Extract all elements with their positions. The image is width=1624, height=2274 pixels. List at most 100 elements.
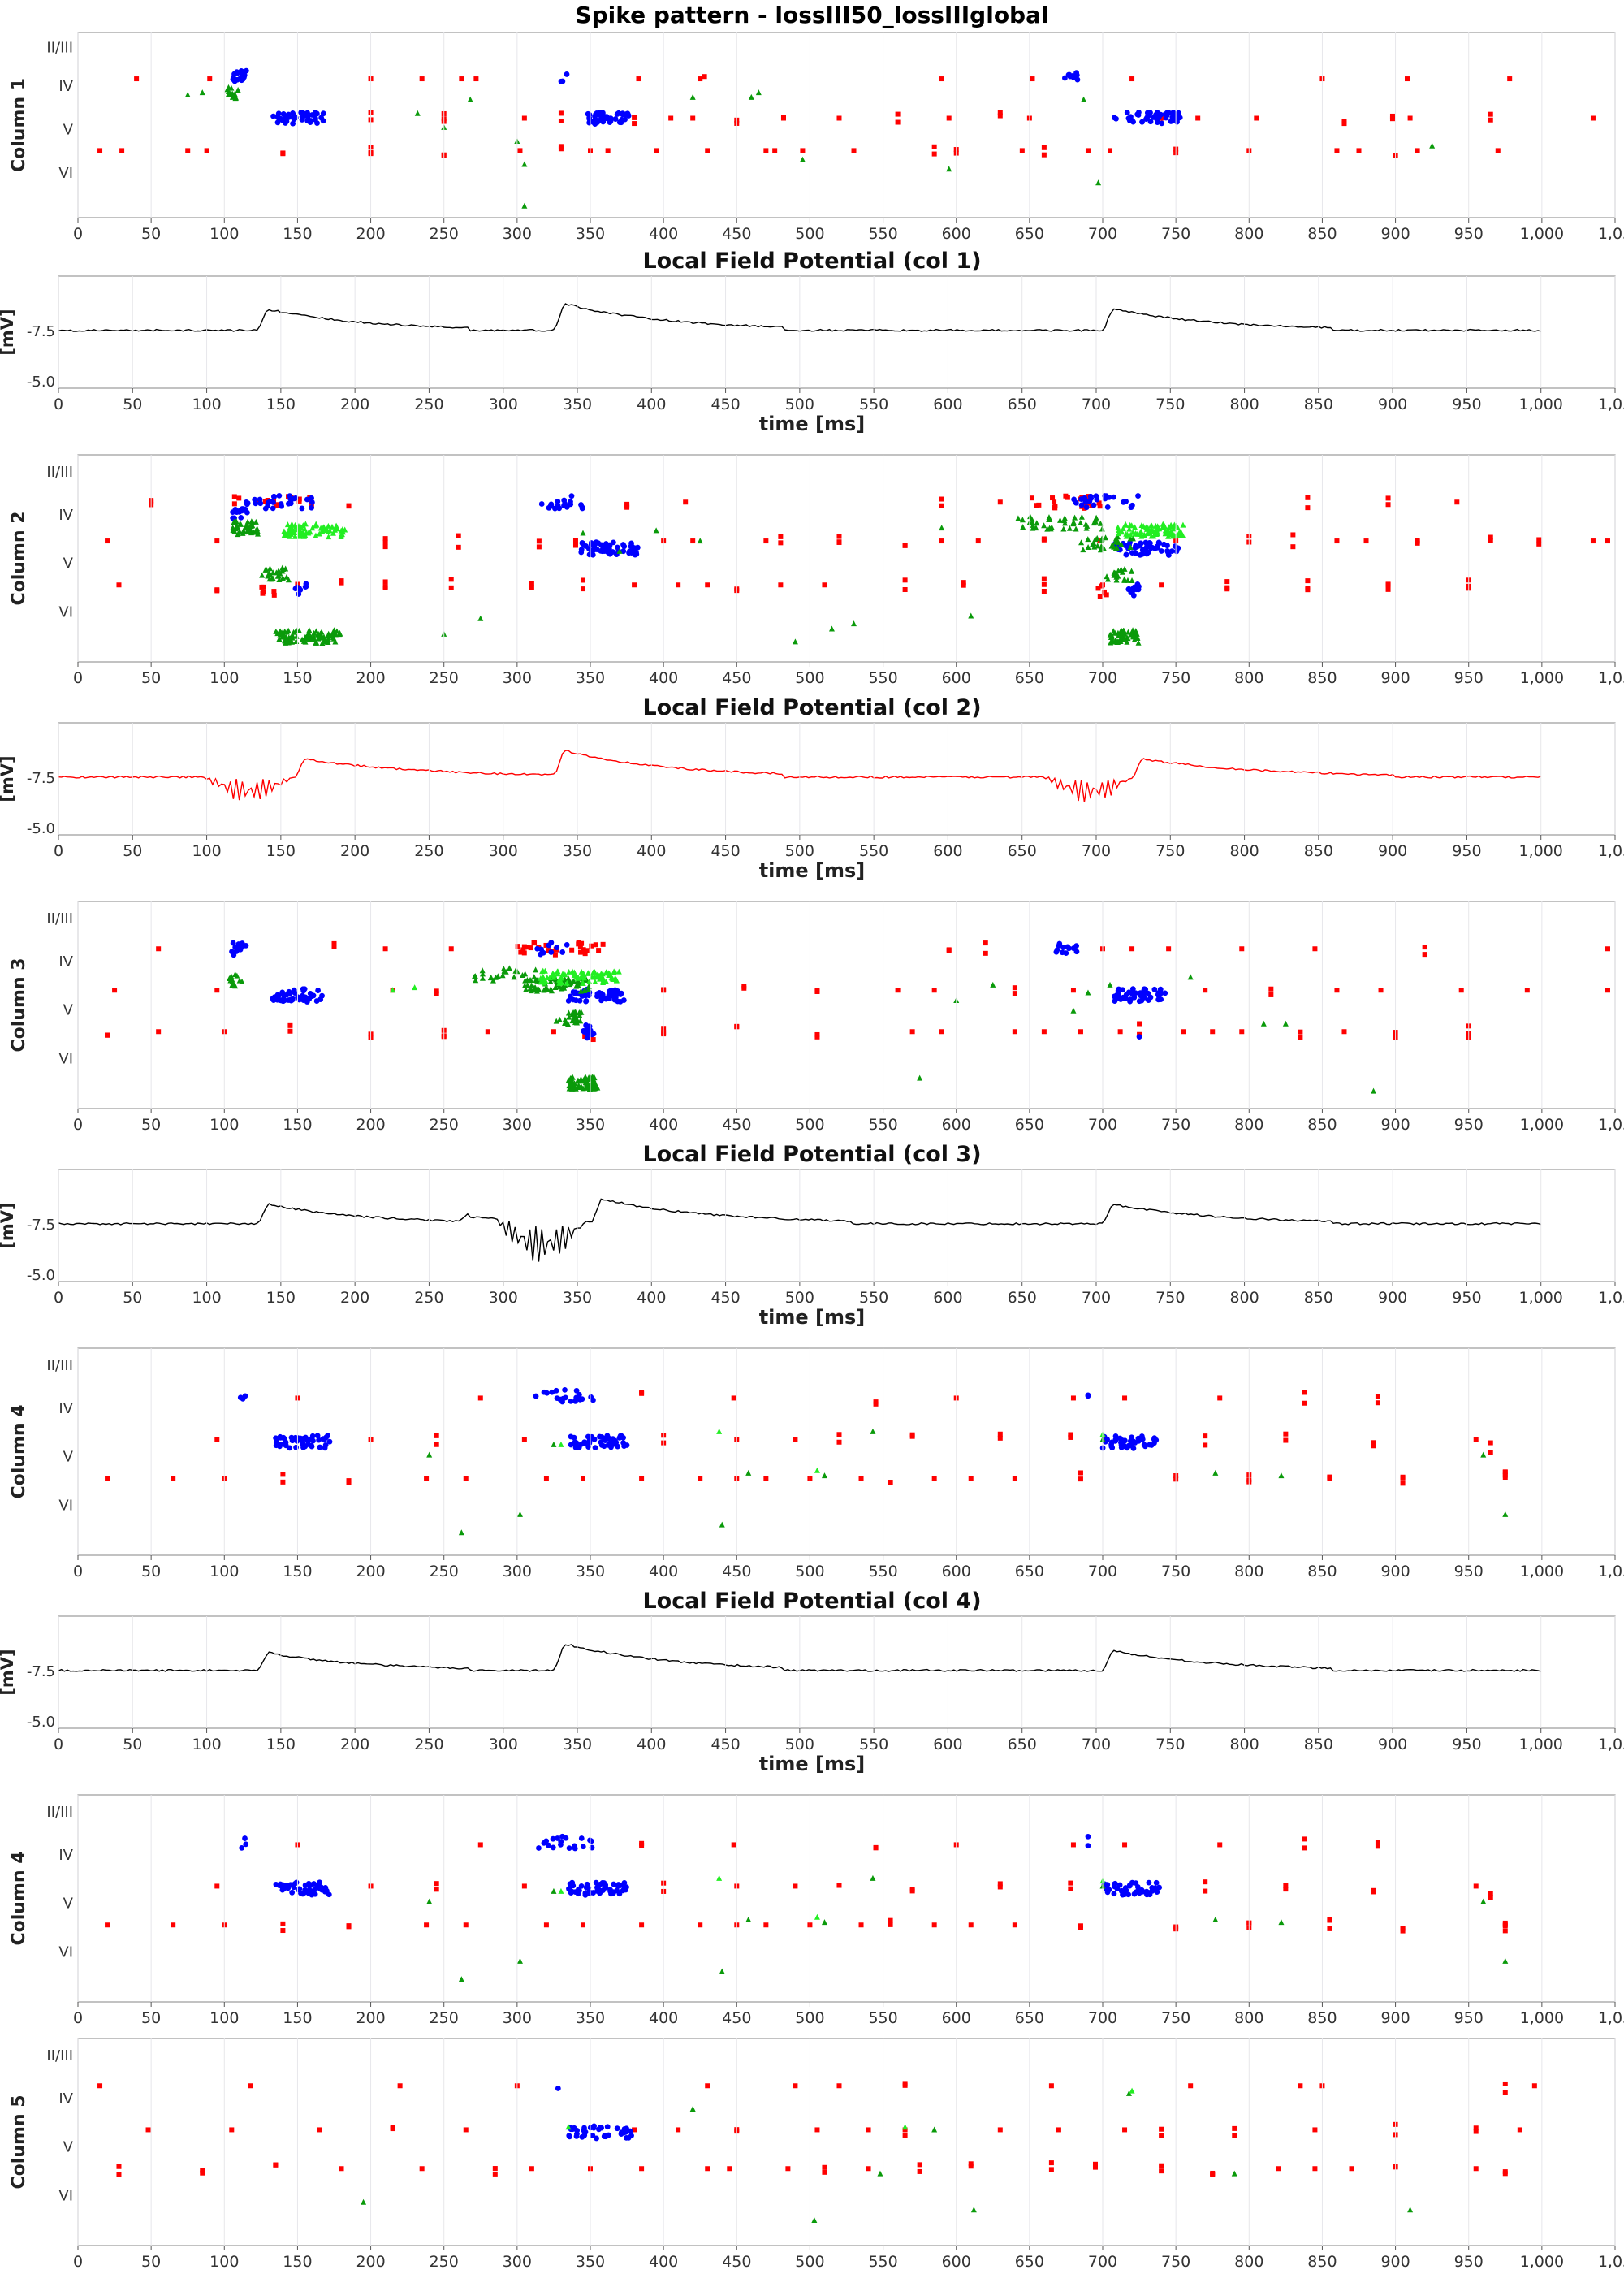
spike-marker xyxy=(235,524,241,530)
spike-marker xyxy=(1093,493,1099,499)
spike-marker xyxy=(772,148,778,153)
spike-marker xyxy=(1034,503,1039,508)
x-tick-label: 100 xyxy=(209,1563,239,1580)
spike-marker xyxy=(248,2083,253,2089)
spike-marker xyxy=(300,638,307,644)
x-tick-label: 600 xyxy=(942,2009,971,2027)
spike-marker xyxy=(596,972,603,979)
x-tick-label: 550 xyxy=(859,396,888,413)
spike-marker xyxy=(290,120,296,127)
spike-marker xyxy=(1138,997,1145,1004)
x-tick-label: 950 xyxy=(1452,842,1481,860)
y-tick-label: -7.5 xyxy=(27,323,55,340)
spike-marker xyxy=(564,1019,570,1026)
y-tick-label: IV xyxy=(58,2090,73,2108)
x-tick-label: 250 xyxy=(430,669,459,687)
spike-marker xyxy=(1066,525,1073,531)
spike-marker xyxy=(811,2217,818,2223)
series xyxy=(230,67,1183,127)
spike-marker xyxy=(1073,499,1079,506)
spike-marker xyxy=(997,499,1003,505)
spike-marker xyxy=(226,975,232,982)
spike-marker xyxy=(705,2166,710,2172)
spike-marker xyxy=(546,942,552,949)
spike-marker xyxy=(1109,636,1116,642)
spike-marker xyxy=(1020,524,1026,530)
x-tick-label: 650 xyxy=(1015,2009,1044,2027)
spike-marker xyxy=(1122,1842,1128,1848)
spike-marker xyxy=(296,498,302,504)
spike-marker xyxy=(1123,1887,1129,1894)
spike-marker xyxy=(309,499,315,505)
x-tick-label: 800 xyxy=(1229,1289,1259,1307)
spike-marker xyxy=(287,500,294,507)
spike-marker xyxy=(325,633,331,639)
spike-marker xyxy=(231,518,238,525)
spike-marker xyxy=(1134,586,1140,593)
spike-marker xyxy=(551,971,558,978)
spike-marker xyxy=(594,2135,599,2142)
spike-marker xyxy=(580,979,586,986)
spike-marker xyxy=(617,992,624,997)
spike-marker xyxy=(434,1881,439,1887)
spike-marker xyxy=(477,1842,483,1848)
spike-marker xyxy=(1422,945,1427,950)
spike-marker xyxy=(1120,1891,1126,1898)
spike-marker xyxy=(1122,543,1129,548)
spike-marker xyxy=(237,946,244,953)
spike-marker xyxy=(304,631,311,638)
spike-marker xyxy=(1349,2166,1354,2172)
spike-marker xyxy=(690,538,696,544)
spike-marker xyxy=(902,587,908,593)
x-tick-label: 500 xyxy=(795,225,824,243)
spike-marker xyxy=(902,2127,908,2133)
x-tick-label: 600 xyxy=(933,1736,962,1753)
spike-marker xyxy=(1129,2087,1135,2094)
spike-marker xyxy=(568,1398,574,1404)
spike-marker xyxy=(572,1080,578,1087)
spike-marker xyxy=(214,538,220,544)
spike-marker xyxy=(230,509,236,515)
lfp-title: Local Field Potential (col 4) xyxy=(642,1589,981,1614)
spike-marker xyxy=(318,629,325,635)
spike-marker xyxy=(1473,2166,1479,2172)
spike-marker xyxy=(1012,991,1017,996)
x-tick-label: 700 xyxy=(1088,669,1117,687)
spike-marker xyxy=(540,975,546,981)
spike-marker xyxy=(231,515,238,521)
spike-marker xyxy=(575,1077,581,1083)
spike-marker xyxy=(291,112,297,118)
spike-marker xyxy=(243,67,249,74)
spike-marker xyxy=(1400,1481,1406,1486)
spike-marker xyxy=(606,2132,611,2138)
spike-marker xyxy=(315,988,322,993)
spike-marker xyxy=(1302,1845,1307,1851)
spike-marker xyxy=(1041,522,1047,529)
x-tick-label: 850 xyxy=(1304,396,1333,413)
spike-marker xyxy=(1030,521,1036,528)
spike-marker xyxy=(578,1883,585,1889)
lfp-title: Local Field Potential (col 3) xyxy=(642,1142,981,1167)
spike-marker xyxy=(1488,534,1493,540)
spike-marker xyxy=(1041,581,1047,587)
spike-marker xyxy=(1168,530,1174,536)
x-tick-label: 100 xyxy=(209,2253,239,2271)
spike-marker xyxy=(276,492,283,499)
spike-marker xyxy=(259,572,266,578)
spike-marker xyxy=(419,76,425,82)
x-tick-label: 900 xyxy=(1380,1116,1410,1134)
x-tick-label: 1,05 xyxy=(1598,1289,1624,1307)
y-tick-label: VI xyxy=(58,165,73,182)
spike-marker xyxy=(1052,499,1057,505)
spike-marker xyxy=(1385,582,1391,588)
spike-marker xyxy=(1152,112,1159,119)
spike-marker xyxy=(615,1882,622,1887)
spike-marker xyxy=(1112,538,1118,545)
spike-marker xyxy=(262,505,269,512)
spike-marker xyxy=(1053,949,1060,955)
spike-marker xyxy=(1068,1432,1073,1437)
spike-marker xyxy=(598,1439,604,1446)
spike-marker xyxy=(698,1476,703,1481)
spike-marker xyxy=(1125,2090,1132,2096)
